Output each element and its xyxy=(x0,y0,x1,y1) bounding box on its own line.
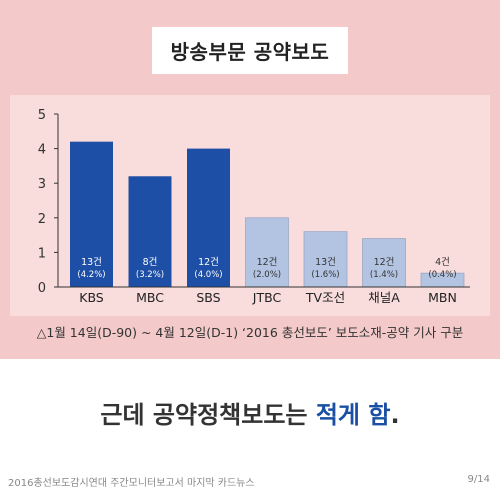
y-tick-label: 2 xyxy=(38,212,46,227)
category-label: MBN xyxy=(428,290,457,305)
data-label-percent: (0.4%) xyxy=(428,270,456,280)
data-label-percent: (4.0%) xyxy=(194,270,222,280)
data-label-count: 13건 xyxy=(81,257,102,268)
bar-JTBC xyxy=(245,217,289,288)
category-label: MBC xyxy=(136,290,164,305)
chart-title: 방송부문 공약보도 xyxy=(152,27,348,74)
chart-caption: △1월 14일(D-90) ~ 4월 12일(D-1) ‘2016 총선보도’ … xyxy=(36,325,464,340)
data-label-count: 4건 xyxy=(435,257,450,268)
bar-KBS xyxy=(70,141,113,287)
data-label-count: 13건 xyxy=(315,257,336,268)
headline-suffix: . xyxy=(390,401,400,429)
bar-chart: 0 1 2 3 4 5 13건 (4.2%) KBS 8건 (3.2%) MBC 12건 (4.0%) SB… xyxy=(38,108,470,305)
category-label: JTBC xyxy=(252,290,282,305)
headline-prefix: 근데 공약정책보도는 xyxy=(100,401,316,429)
headline-highlight: 적게 함 xyxy=(315,401,391,429)
page-number: 9/14 xyxy=(467,474,490,485)
data-label-count: 12건 xyxy=(198,257,219,268)
category-label: KBS xyxy=(79,290,104,305)
data-label-count: 12건 xyxy=(257,257,278,268)
data-label-percent: (2.0%) xyxy=(253,270,281,280)
data-label-count: 8건 xyxy=(143,257,158,268)
headline: 근데 공약정책보도는 적게 함. xyxy=(0,395,500,430)
y-tick-label: 1 xyxy=(38,246,46,261)
category-label: SBS xyxy=(196,290,220,305)
y-tick-label: 4 xyxy=(38,143,46,158)
footer-source: 2016총선보도감시연대 주간모니터보고서 마지막 카드뉴스 xyxy=(8,478,255,489)
data-label-percent: (3.2%) xyxy=(136,270,164,280)
category-label: TV조선 xyxy=(305,290,345,305)
y-tick-label: 0 xyxy=(38,281,46,296)
y-tick-label: 5 xyxy=(38,108,46,123)
data-label-percent: (1.6%) xyxy=(311,270,339,280)
data-label-percent: (4.2%) xyxy=(77,270,105,280)
data-label-count: 12건 xyxy=(374,257,395,268)
bar-SBS xyxy=(187,148,230,287)
data-label-percent: (1.4%) xyxy=(370,270,398,280)
category-label: 채널A xyxy=(368,290,400,305)
y-tick-label: 3 xyxy=(38,177,46,192)
bar-MBC xyxy=(128,176,172,287)
